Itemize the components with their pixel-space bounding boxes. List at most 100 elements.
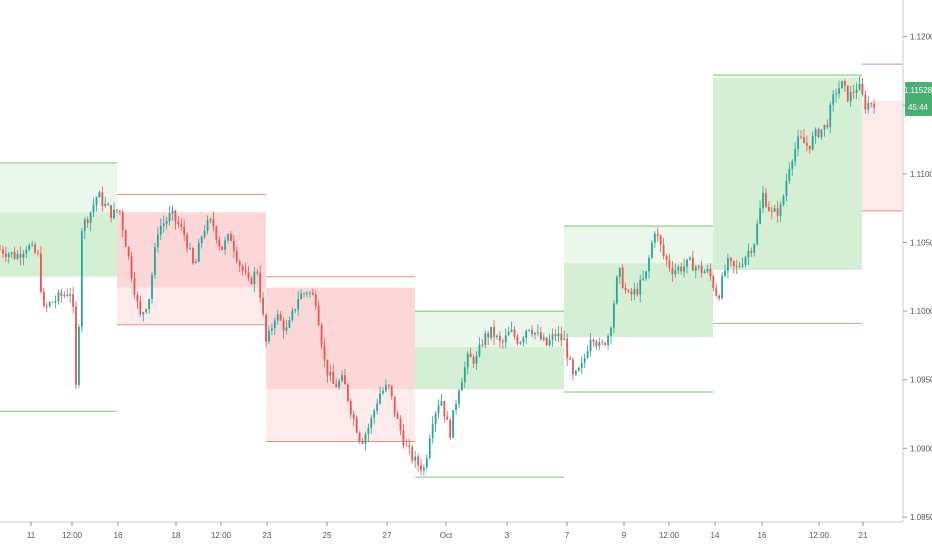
candle-body [747, 250, 750, 258]
candle-body [83, 219, 86, 232]
candle-body [10, 252, 13, 255]
candle-body [265, 314, 267, 342]
last-price-label: 1.11528 [904, 86, 932, 95]
candle-body [145, 308, 148, 313]
candle-body [648, 257, 650, 272]
candle-body [270, 328, 273, 331]
candle-body [738, 266, 741, 267]
candle-body [247, 272, 250, 278]
weekly-body-zone [117, 212, 266, 288]
weekly-body-zone [0, 212, 117, 277]
candle-body [13, 252, 16, 259]
candle-body [235, 251, 238, 262]
candle-body [580, 362, 583, 368]
candle-body [642, 278, 645, 280]
candle-body [411, 447, 414, 461]
candle-body [507, 331, 510, 336]
candle-body [805, 143, 808, 146]
candle-body [691, 257, 694, 271]
candle-body [314, 294, 317, 306]
candle-body [28, 245, 31, 250]
candle-body [116, 209, 118, 211]
candle-body [373, 410, 376, 418]
price-tick-label: 1.09000 [910, 444, 932, 453]
candle-body [139, 301, 142, 315]
candle-body [89, 212, 92, 224]
candle-body [276, 314, 279, 321]
candle-body [113, 209, 115, 219]
candle-body [431, 424, 434, 439]
candle-body [203, 230, 206, 237]
candle-body [607, 335, 609, 345]
time-tick-label: 7 [565, 531, 570, 540]
candle-body [200, 236, 203, 244]
price-tick-label: 1.08500 [910, 513, 932, 522]
candle-body [390, 385, 393, 397]
candle-body [69, 294, 72, 297]
candle-body [370, 417, 373, 428]
candle-body [770, 210, 773, 212]
candle-body [583, 357, 586, 363]
candle-body [177, 221, 180, 225]
candle-body [463, 367, 466, 382]
candle-body [671, 267, 674, 275]
candle-body [40, 253, 42, 292]
price-tick-label: 1.10000 [910, 307, 932, 316]
weekly-upper-zone [415, 311, 564, 347]
candle-body [303, 293, 305, 295]
candle-body [142, 312, 145, 315]
candle-body [712, 276, 715, 289]
candle-body [838, 88, 840, 94]
candle-body [329, 371, 332, 376]
candle-body [452, 410, 455, 438]
candle-body [130, 256, 133, 279]
candle-body [19, 254, 22, 258]
candle-body [680, 266, 683, 272]
candle-body [443, 400, 446, 417]
candle-body [613, 303, 615, 328]
candle-body [110, 205, 112, 219]
candle-body [665, 255, 668, 260]
candle-body [291, 310, 294, 321]
candle-body [668, 259, 671, 268]
candle-body [499, 335, 501, 341]
candle-body [539, 332, 542, 340]
candle-body [241, 265, 244, 271]
candle-body [183, 226, 186, 235]
candle-body [382, 390, 384, 394]
candle-body [724, 270, 726, 276]
candle-body [367, 427, 370, 435]
candle-body [484, 333, 487, 345]
candle-body [472, 357, 475, 364]
time-tick-label: 12:00 [62, 531, 83, 540]
weekly-lower-zone [862, 101, 903, 211]
candle-body [765, 192, 767, 207]
candle-body [598, 342, 601, 347]
last-price-badge: 1.11528 45:44 [904, 82, 932, 116]
time-tick-label: 23 [263, 531, 272, 540]
candle-body [604, 342, 607, 345]
candle-body [311, 292, 314, 295]
time-axis[interactable]: 11 12:00 16 18 12:00 23 25 27 Oct 3 7 9 12:00 14 16 12:… [27, 522, 868, 540]
candle-body [487, 333, 490, 338]
candle-body [697, 265, 700, 268]
candle-body [832, 94, 835, 105]
candle-body [557, 333, 560, 337]
candle-body [601, 342, 604, 343]
candle-body [48, 302, 51, 307]
candle-body [808, 145, 811, 150]
candle-body [835, 93, 837, 95]
candle-body [25, 249, 28, 254]
candle-body [522, 337, 525, 343]
candle-body [317, 305, 320, 326]
candle-body [300, 293, 303, 300]
candle-body [57, 292, 60, 302]
candle-body [417, 456, 419, 466]
time-tick-label: 14 [711, 531, 720, 540]
time-tick-label: 27 [383, 531, 392, 540]
time-tick-label: 9 [622, 531, 627, 540]
candle-body [361, 440, 364, 444]
candle-body [34, 244, 36, 253]
